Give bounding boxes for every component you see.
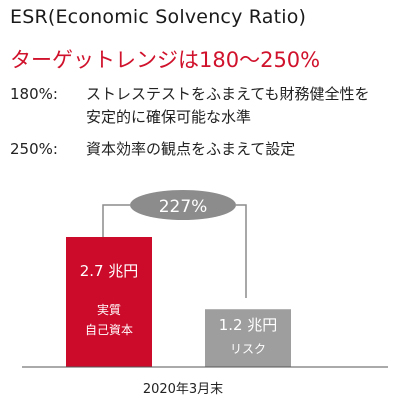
note-250-line-1: 資本効率の観点をふまえて設定	[86, 140, 296, 158]
bar-risk-value: 1.2 兆円	[219, 316, 278, 334]
bar-capital-value: 2.7 兆円	[80, 262, 139, 280]
bar-capital-name-line2: 自己資本	[85, 323, 133, 337]
ratio-bubble	[130, 190, 236, 220]
note-180-line-2: 安定的に確保可能な水準	[86, 108, 252, 126]
note-180-label: 180%:	[10, 85, 58, 103]
bracket-right	[236, 204, 247, 298]
ratio-label: 227%	[159, 197, 208, 217]
note-250-label: 250%:	[10, 140, 58, 158]
bar-risk	[205, 309, 291, 367]
target-range: ターゲットレンジは180〜250%	[10, 48, 321, 72]
bar-capital-name-line1: 実質	[97, 302, 121, 317]
title: ESR(Economic Solvency Ratio)	[10, 6, 307, 28]
note-250: 250%: 資本効率の観点をふまえて設定	[10, 138, 295, 159]
bracket-left	[102, 204, 130, 237]
bar-risk-name: リスク	[230, 342, 266, 356]
note-180-line-1: ストレステストをふまえても財務健全性を	[86, 85, 370, 103]
x-axis-label: 2020年3月末	[143, 382, 223, 397]
bar-capital	[66, 237, 152, 367]
note-180: 180%: ストレステストをふまえても財務健全性を	[10, 83, 370, 104]
